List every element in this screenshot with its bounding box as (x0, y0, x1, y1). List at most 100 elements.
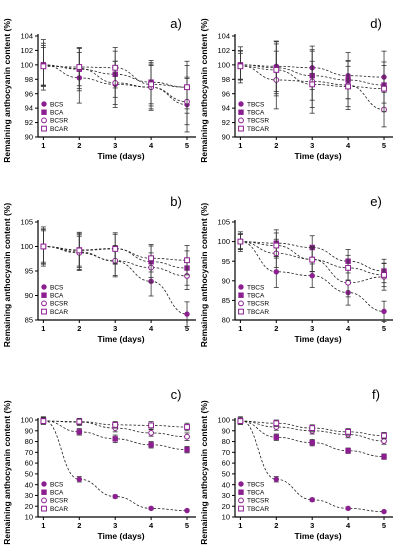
fit-line-bcs (43, 64, 188, 105)
x-tick-label: 2 (274, 521, 278, 530)
y-tick-label: 95 (25, 267, 33, 276)
y-tick-label: 90 (25, 426, 33, 435)
point-bcs (76, 476, 82, 482)
legend-marker-tbca (238, 292, 244, 298)
y-axis-label: Remaining anthocyanin content (%) (199, 18, 209, 163)
legend-label: BCS (50, 101, 64, 108)
y-axis-label: Remaining anthocyanin content (%) (2, 203, 12, 348)
point-tbcs (273, 476, 279, 482)
point-tbcar (309, 256, 316, 263)
x-tick-label: 2 (77, 324, 81, 333)
point-tbcar (237, 418, 244, 424)
legend-marker-tbcsr (238, 300, 244, 307)
point-tbcar (345, 83, 352, 90)
y-tick-label: 100 (217, 416, 230, 425)
point-bca (76, 429, 82, 435)
point-bcar (40, 243, 47, 250)
legend-label: TBCS (247, 284, 265, 291)
point-tbcar (273, 420, 280, 427)
y-tick-label: 102 (20, 46, 33, 55)
fit-line-tbcar (240, 241, 385, 276)
x-tick-label: 3 (113, 141, 117, 150)
y-tick-label: 80 (222, 316, 230, 325)
point-bcar (184, 257, 190, 264)
panel-label: c) (171, 387, 182, 402)
x-tick-label: 1 (238, 141, 242, 150)
x-axis-label: Time (days) (97, 151, 144, 161)
x-tick-label: 4 (346, 141, 351, 150)
point-tbcs (381, 308, 387, 315)
x-tick-label: 4 (346, 324, 351, 333)
panel-label: f) (372, 387, 380, 402)
legend-label: BCA (50, 293, 64, 300)
y-tick-label: 10 (222, 513, 230, 522)
x-tick-label: 1 (41, 141, 45, 150)
panel-a: 90 92 94 96 98 100 102 104 1 2 3 4 5 Time (days) Remai… (2, 16, 196, 163)
point-tbcar (273, 242, 280, 249)
y-tick-label: 90 (222, 133, 230, 142)
legend-label: TBCA (247, 110, 265, 117)
y-axis-label: Remaining anthocyanin content (%) (2, 18, 12, 163)
legend-marker-bcsr (41, 117, 47, 124)
point-bcar (148, 81, 155, 88)
y-tick-label: 102 (217, 46, 230, 55)
point-tbcar (345, 264, 352, 271)
y-axis-label: Remaining anthocyanin content (%) (199, 400, 209, 545)
point-tbca (381, 453, 387, 460)
x-tick-label: 5 (185, 521, 189, 530)
panel-label: a) (170, 16, 182, 31)
y-tick-label: 104 (20, 32, 33, 41)
legend-label: BCS (50, 481, 64, 488)
x-axis-label: Time (days) (294, 151, 341, 161)
legend-label: BCSR (50, 118, 68, 125)
point-bcs (184, 311, 190, 317)
legend-marker-tbcs (238, 481, 244, 487)
point-tbcs (345, 505, 351, 512)
x-tick-label: 3 (113, 521, 117, 530)
y-tick-label: 92 (25, 118, 33, 127)
point-bcsr (184, 433, 190, 440)
fit-line-bca (43, 64, 188, 88)
x-tick-label: 4 (149, 141, 154, 150)
fit-line-bcar (43, 246, 188, 261)
y-tick-label: 50 (222, 469, 230, 478)
y-tick-label: 30 (25, 491, 33, 500)
point-bcar (112, 64, 119, 71)
x-tick-label: 2 (77, 141, 81, 150)
point-tbcar (345, 428, 352, 435)
x-tick-label: 5 (185, 324, 189, 333)
legend-marker-tbca (238, 489, 244, 495)
point-bcar (76, 247, 83, 254)
legend-label: BCSR (50, 301, 68, 308)
point-tbcs (381, 508, 387, 515)
point-tbcs (309, 497, 315, 503)
x-axis-label: Time (days) (97, 334, 144, 344)
x-tick-label: 5 (382, 141, 386, 150)
legend-marker-bcs (41, 481, 47, 487)
y-tick-label: 90 (25, 291, 33, 300)
legend-label: TBCS (247, 101, 265, 108)
legend-marker-bca (41, 489, 47, 495)
legend-marker-tbcar (238, 125, 244, 132)
point-bcar (148, 422, 155, 429)
y-tick-label: 100 (20, 242, 33, 251)
y-tick-label: 104 (217, 32, 230, 41)
y-tick-label: 60 (222, 459, 230, 468)
point-tbcs (273, 269, 279, 275)
legend-label: TBCSR (247, 498, 269, 505)
point-bcar (40, 418, 47, 424)
point-bca (112, 436, 118, 442)
x-tick-label: 4 (346, 521, 351, 530)
point-tbca (273, 434, 279, 440)
point-tbcsr (345, 279, 352, 286)
point-tbcar (381, 85, 387, 92)
y-tick-label: 96 (222, 89, 230, 98)
x-tick-label: 3 (113, 324, 117, 333)
legend-marker-bcs (41, 101, 47, 107)
point-bca (148, 442, 154, 448)
